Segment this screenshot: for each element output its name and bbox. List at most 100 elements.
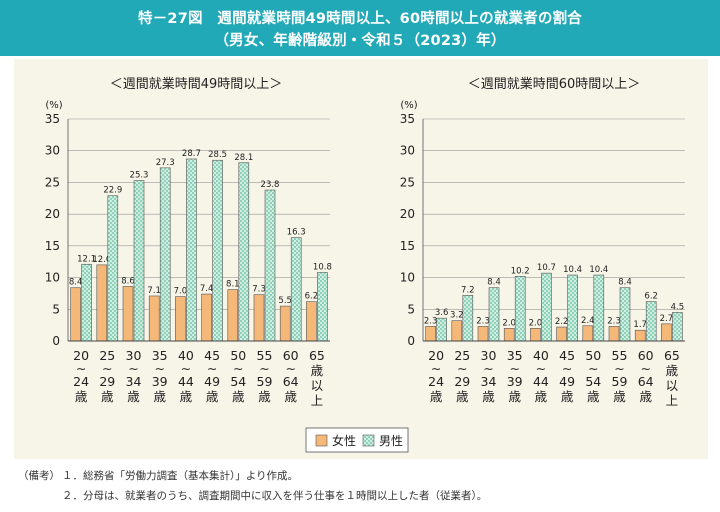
bar-male — [290, 237, 302, 342]
x-tick-label: 50 ∼ 54 歳 — [230, 348, 246, 404]
x-tick-label: 25 ∼ 29 歳 — [454, 348, 470, 404]
data-label-male: 10.7 — [537, 263, 556, 273]
bar-male — [238, 162, 250, 342]
x-tick-label: 50 ∼ 54 歳 — [585, 348, 601, 404]
data-label-female: 1.7 — [633, 320, 647, 330]
data-label-male: 28.7 — [182, 149, 201, 159]
bar-male — [567, 274, 578, 342]
data-label-female: 2.4 — [581, 316, 595, 326]
bar-male — [541, 272, 552, 342]
bar-male — [645, 301, 657, 342]
bar-female — [96, 264, 108, 342]
chart-title: ＜週間就業時間60時間以上＞ — [468, 76, 641, 92]
y-tick-label: 20 — [400, 207, 415, 221]
x-tick-label: 65 歳以上 — [309, 348, 325, 408]
bar-female — [661, 323, 672, 342]
data-label-male: 3.6 — [435, 308, 449, 318]
bar-female — [451, 320, 463, 342]
bar-male — [436, 317, 447, 342]
bar-male — [593, 274, 605, 342]
bar-male — [81, 263, 92, 342]
chart-1: ＜週間就業時間49時間以上＞ (%) 0 5 10 15 20 25 30 35 8.4 12.1 20… — [45, 76, 332, 408]
y-axis-unit: (%) — [400, 100, 417, 111]
y-tick-label: 0 — [52, 334, 60, 348]
data-label-male: 16.3 — [287, 228, 306, 238]
bar-female — [306, 301, 317, 342]
y-tick-label: 15 — [45, 239, 60, 253]
x-tick-label: 30 ∼ 34 歳 — [481, 348, 497, 404]
y-tick-label: 10 — [45, 271, 60, 285]
data-label-male: 23.8 — [261, 180, 280, 190]
data-label-male: 10.4 — [589, 265, 608, 275]
bar-female — [477, 326, 489, 342]
bar-male — [619, 287, 631, 342]
bar-male — [212, 159, 223, 342]
data-label-female: 2.0 — [502, 318, 516, 328]
notes-label: （備考） — [18, 470, 60, 482]
data-label-female: 2.2 — [555, 317, 569, 327]
bar-male — [672, 312, 683, 342]
data-label-male: 10.8 — [313, 262, 332, 272]
x-tick-label: 20 ∼ 24 歳 — [428, 348, 444, 404]
data-label-male: 7.2 — [461, 285, 475, 295]
data-label-female: 2.3 — [424, 316, 438, 326]
y-tick-label: 25 — [400, 175, 415, 189]
note-row-2: ２．分母は、就業者のうち、調査期間中に収入を伴う仕事を１時間以上した者（従業者）… — [18, 486, 487, 506]
x-tick-label: 60 ∼ 64 歳 — [283, 348, 299, 404]
data-label-female: 8.4 — [69, 278, 83, 288]
y-axis-unit: (%) — [45, 100, 62, 111]
data-label-male: 10.4 — [563, 265, 582, 275]
legend: 女性 男性 — [305, 427, 409, 453]
data-label-male: 28.5 — [208, 150, 227, 160]
legend-swatch-female — [315, 434, 328, 447]
bar-female — [556, 326, 567, 342]
data-label-female: 2.3 — [607, 316, 621, 326]
data-label-male: 8.4 — [487, 278, 501, 288]
data-label-female: 7.4 — [200, 284, 214, 294]
y-tick-label: 10 — [400, 271, 415, 285]
bar-female — [530, 328, 541, 342]
bar-male — [514, 276, 526, 342]
x-tick-label: 45 ∼ 49 歳 — [204, 348, 220, 404]
bar-female — [503, 328, 515, 342]
x-tick-label: 35 ∼ 39 歳 — [152, 348, 168, 404]
data-label-female: 6.2 — [305, 292, 319, 302]
bar-female — [582, 325, 594, 342]
notes: （備考） １．総務省「労働力調査（基本集計）」より作成。 ２．分母は、就業者のうち… — [18, 466, 487, 506]
data-label-female: 7.3 — [252, 285, 266, 295]
y-tick-label: 25 — [45, 175, 60, 189]
bar-female — [227, 289, 239, 342]
legend-label-male: 男性 — [379, 434, 403, 448]
data-label-male: 12.1 — [77, 254, 96, 264]
bar-female — [148, 295, 160, 342]
y-tick-label: 30 — [400, 144, 415, 158]
x-tick-label: 20 ∼ 24 歳 — [73, 348, 89, 404]
data-label-female: 2.0 — [529, 318, 543, 328]
bar-male — [317, 272, 328, 342]
bar-male — [462, 295, 474, 342]
figure-subtitle: （男女、年齢階級別・令和５（2023）年） — [214, 33, 506, 49]
note-row-1: （備考） １．総務省「労働力調査（基本集計）」より作成。 — [18, 466, 487, 486]
bar-male — [107, 195, 119, 342]
x-tick-label: 30 ∼ 34 歳 — [126, 348, 142, 404]
data-label-male: 22.9 — [103, 186, 122, 196]
data-label-female: 12.0 — [92, 255, 111, 265]
bar-male — [159, 167, 171, 342]
bar-female — [122, 286, 134, 342]
y-tick-label: 5 — [407, 302, 415, 316]
bar-female — [175, 296, 186, 342]
x-tick-label: 45 ∼ 49 歳 — [559, 348, 575, 404]
data-label-male: 6.2 — [644, 292, 658, 302]
bar-male — [186, 158, 197, 342]
data-label-female: 7.1 — [147, 286, 161, 296]
x-tick-label: 60 ∼ 64 歳 — [638, 348, 654, 404]
y-tick-label: 5 — [52, 302, 60, 316]
y-tick-label: 35 — [45, 112, 60, 126]
x-tick-label: 40 ∼ 44 歳 — [178, 348, 194, 404]
bar-female — [70, 287, 81, 342]
bar-female — [253, 294, 265, 342]
figure-title: 特－27図 週間就業時間49時間以上、60時間以上の就業者の割合 — [138, 11, 582, 27]
data-label-male: 25.3 — [130, 171, 149, 181]
y-tick-label: 20 — [45, 207, 60, 221]
